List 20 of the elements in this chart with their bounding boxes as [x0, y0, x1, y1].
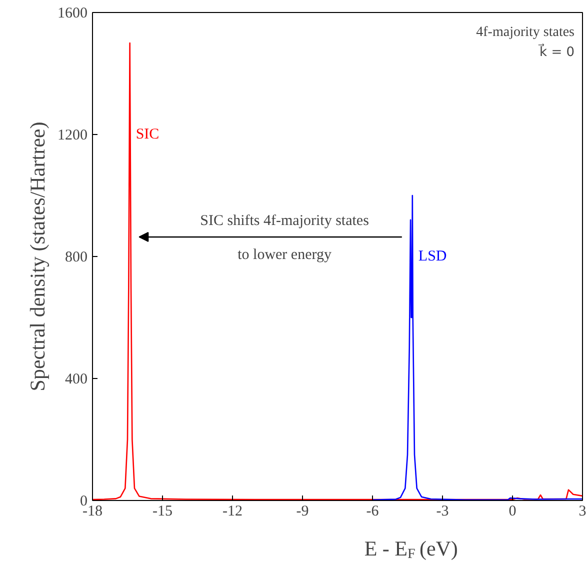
y-axis-title: Spectral density (states/Hartree): [26, 122, 50, 392]
line-series: [372, 194, 582, 500]
annotation: k⃗ = 0: [538, 44, 575, 60]
series-label: SIC: [136, 126, 160, 142]
annotation: SIC shifts 4f-majority states: [200, 212, 370, 229]
x-tick-label: -12: [222, 504, 242, 520]
x-tick-label: -3: [436, 504, 449, 520]
x-tick-label: 0: [508, 504, 516, 520]
x-tick-label: -6: [366, 504, 380, 520]
annotation: to lower energy: [238, 246, 332, 263]
x-tick-label: -15: [152, 504, 172, 520]
y-tick-label: 1600: [58, 6, 88, 22]
x-tick-label: 3: [578, 504, 586, 520]
y-tick-label: 800: [65, 250, 88, 266]
y-tick-label: 1200: [58, 128, 88, 144]
y-tick-label: 0: [80, 494, 88, 510]
annotation: 4f-majority states: [476, 25, 575, 40]
x-tick-label: -9: [296, 504, 309, 520]
series-label: LSD: [418, 248, 447, 264]
y-tick-label: 400: [65, 372, 88, 388]
